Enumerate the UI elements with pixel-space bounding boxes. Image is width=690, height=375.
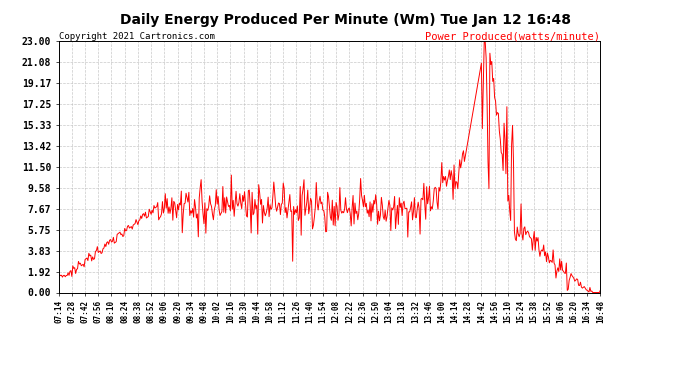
Text: Daily Energy Produced Per Minute (Wm) Tue Jan 12 16:48: Daily Energy Produced Per Minute (Wm) Tu… [119, 13, 571, 27]
Text: Copyright 2021 Cartronics.com: Copyright 2021 Cartronics.com [59, 32, 215, 41]
Text: Power Produced(watts/minute): Power Produced(watts/minute) [425, 32, 600, 42]
